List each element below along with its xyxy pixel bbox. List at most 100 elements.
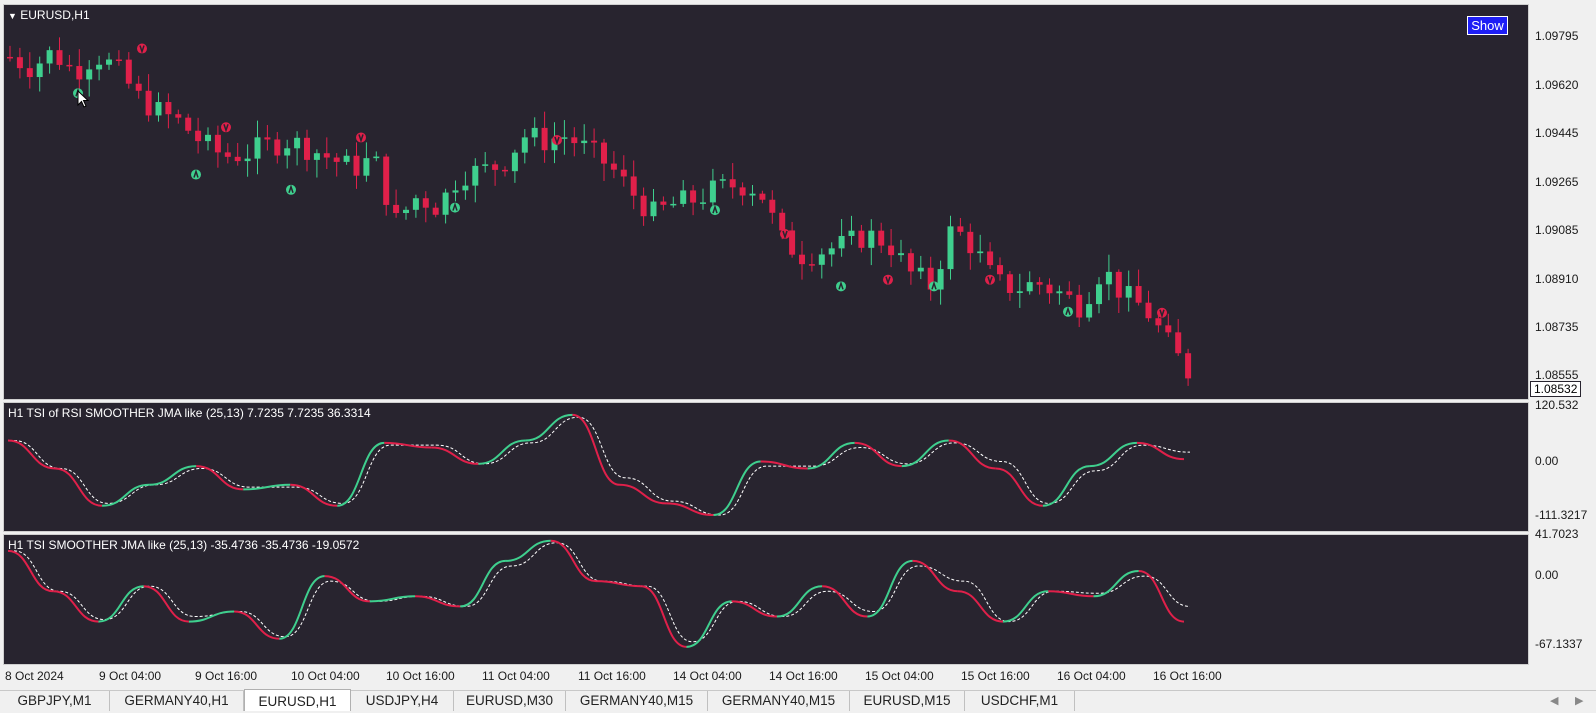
candle <box>1135 269 1142 306</box>
candle <box>323 137 330 170</box>
candle <box>808 253 815 272</box>
tsi-line-segment <box>143 585 190 623</box>
tab-usdjpy-h4[interactable]: USDJPY,H4 <box>351 691 454 711</box>
buy-signal-arrow-icon <box>836 280 846 292</box>
candle <box>1096 277 1102 314</box>
tsi-indicator-pane[interactable]: H1 TSI SMOOTHER JMA like (25,13) -35.473… <box>3 534 1529 665</box>
tab-eurusd-m30[interactable]: EURUSD,M30 <box>454 691 566 711</box>
sell-signal-arrow-icon <box>1157 307 1167 319</box>
sell-signal-arrow-icon <box>137 43 147 54</box>
tsi-line-segment <box>102 483 150 507</box>
tsi-line-segment <box>912 559 958 593</box>
candle <box>789 221 796 258</box>
tsi-axis-label: 41.7023 <box>1535 527 1579 541</box>
tsi-rsi-indicator-pane[interactable]: H1 TSI of RSI SMOOTHER JMA like (25,13) … <box>3 402 1529 532</box>
tsi-line-segment <box>324 575 370 603</box>
time-axis-label: 10 Oct 04:00 <box>291 669 360 683</box>
tab-germany40-m15[interactable]: GERMANY40,M15 <box>566 691 708 711</box>
candle <box>1066 281 1073 299</box>
candle <box>403 206 409 220</box>
time-axis-label: 9 Oct 04:00 <box>99 669 162 683</box>
candle <box>898 239 904 262</box>
price-chart-canvas[interactable] <box>4 5 1528 399</box>
candle <box>294 131 301 166</box>
candle <box>1046 278 1053 304</box>
time-axis-label: 11 Oct 04:00 <box>482 669 550 683</box>
candle <box>601 138 607 181</box>
time-axis-label: 16 Oct 16:00 <box>1153 669 1222 683</box>
candle <box>145 74 152 122</box>
chart-title: ▼ EURUSD,H1 <box>8 8 90 22</box>
tsi-rsi-title: H1 TSI of RSI SMOOTHER JMA like (25,13) … <box>8 406 371 420</box>
tsi-axis-label: -67.1337 <box>1535 637 1583 651</box>
tab-eurusd-h1[interactable]: EURUSD,H1 <box>244 689 351 711</box>
time-axis: 8 Oct 2024 9 Oct 04:00 9 Oct 16:00 10 Oct 0… <box>0 666 1596 686</box>
time-axis-label: 16 Oct 04:00 <box>1057 669 1126 683</box>
tsi-line-segment <box>431 446 479 465</box>
tab-scroll-left-icon[interactable]: ◀ <box>1550 695 1559 707</box>
time-axis-label: 8 Oct 2024 <box>5 669 64 683</box>
sell-signal-arrow-icon <box>780 228 790 240</box>
tsi-line-segment <box>290 483 338 507</box>
candle <box>462 171 469 200</box>
sell-signal-arrow-icon <box>552 135 562 146</box>
tsi-line-segment <box>1138 570 1185 623</box>
candle <box>393 189 400 218</box>
tsi-line-segment <box>619 483 667 505</box>
tsi-rsi-canvas[interactable] <box>4 403 1528 531</box>
tsi-line-segment <box>7 549 54 593</box>
tsi-canvas[interactable] <box>4 535 1528 664</box>
candle <box>185 113 192 135</box>
tab-usdchf-m1[interactable]: USDCHF,M1 <box>965 691 1075 711</box>
candle <box>729 163 736 199</box>
tab-eurusd-m15[interactable]: EURUSD,M15 <box>850 691 965 711</box>
tsi-line-segment <box>686 600 732 648</box>
tsi-line-segment <box>7 439 56 470</box>
candle <box>739 182 746 206</box>
candle <box>1165 313 1172 338</box>
candle <box>511 149 518 183</box>
candle <box>1105 254 1112 301</box>
time-axis-label: 14 Oct 16:00 <box>769 669 838 683</box>
candle <box>284 139 291 169</box>
tsi-line-segment <box>760 460 808 470</box>
candle <box>66 54 73 72</box>
candle <box>650 188 657 222</box>
buy-signal-arrow-icon <box>710 204 720 216</box>
candle <box>907 248 914 285</box>
price-axis-label: 1.09795 <box>1535 29 1579 43</box>
candle <box>205 127 211 151</box>
tsi-line-segment <box>595 580 642 588</box>
candle <box>175 109 182 124</box>
candle <box>26 52 33 89</box>
candle <box>1115 269 1122 313</box>
tsi-line-segment <box>415 595 461 608</box>
tab-germany40-m15[interactable]: GERMANY40,M15 <box>708 691 850 711</box>
candle <box>868 219 875 266</box>
price-chart-pane[interactable]: ▼ EURUSD,H1 <box>3 4 1529 400</box>
candle <box>888 228 895 268</box>
tab-germany40-h1[interactable]: GERMANY40,H1 <box>110 691 244 711</box>
chart-tab-bar: GBPJPY,M1 GERMANY40,H1 EURUSD,H1 USDJPY,H4 E… <box>0 689 1596 712</box>
chart-menu-triangle-icon[interactable]: ▼ <box>8 11 17 21</box>
price-axis: 1.09795 1.09620 1.09445 1.09265 1.09085 1.089… <box>1529 4 1596 400</box>
candle <box>799 241 805 280</box>
candle <box>333 153 340 177</box>
tsi-line-segment <box>505 539 551 562</box>
tsi-line-segment <box>234 610 280 640</box>
candle <box>96 55 103 81</box>
tab-scroll-right-icon[interactable]: ▶ <box>1575 695 1584 707</box>
time-axis-label: 15 Oct 16:00 <box>961 669 1030 683</box>
price-axis-label: 1.08555 <box>1535 368 1579 382</box>
candle <box>937 260 944 305</box>
tab-gbpjpy-m1[interactable]: GBPJPY,M1 <box>0 691 110 711</box>
price-axis-label: 1.09085 <box>1535 223 1579 237</box>
candle <box>561 120 568 155</box>
tsi-line-segment <box>1042 465 1091 507</box>
candle <box>442 188 449 224</box>
tsi-line-segment <box>525 413 573 442</box>
show-button[interactable]: Show <box>1467 16 1508 35</box>
candle <box>502 166 508 177</box>
price-axis-label: 1.09445 <box>1535 126 1579 140</box>
candle <box>917 255 924 280</box>
